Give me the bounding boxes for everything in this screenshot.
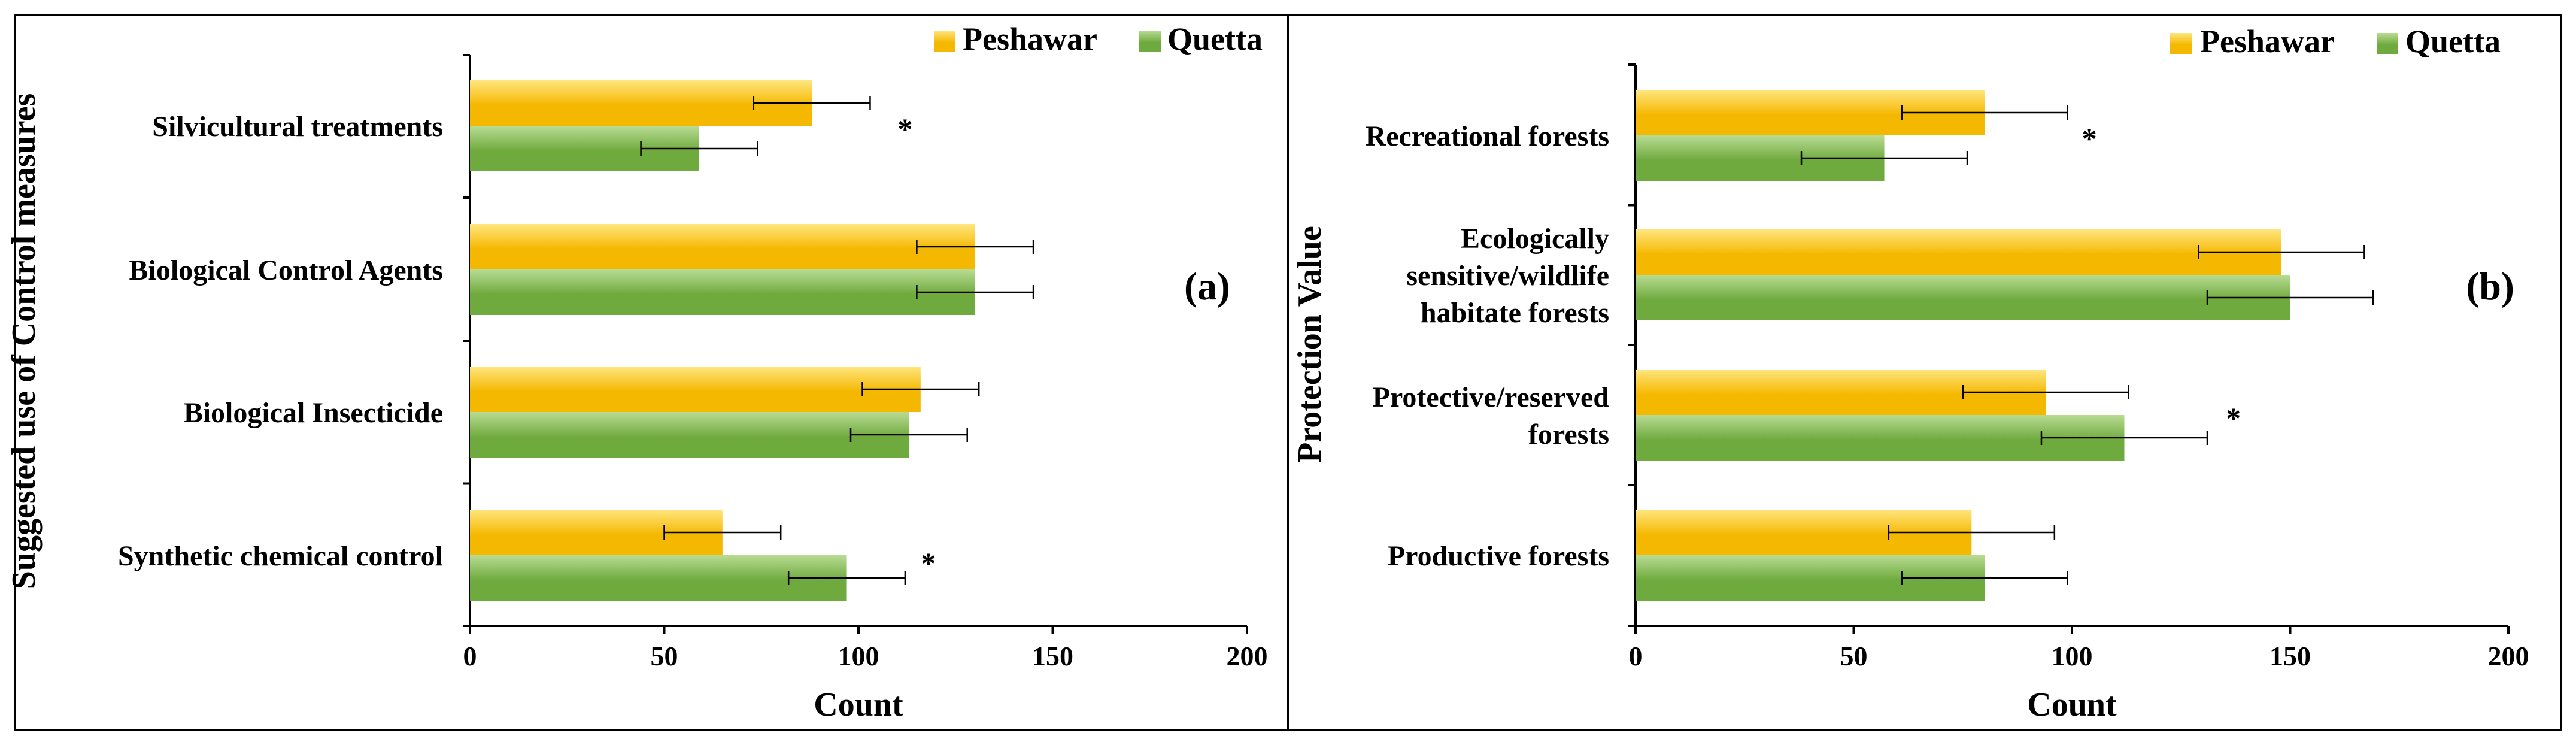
category-label: Recreational forests [1366, 120, 1609, 152]
y-axis-title: Protection Value [1291, 226, 1328, 463]
legend-quetta-label: Quetta [1167, 21, 1263, 57]
x-axis-title: Count [814, 686, 903, 723]
panel-label: (b) [2466, 265, 2514, 308]
legend-peshawar-label: Peshawar [963, 21, 1097, 57]
bar-quetta [470, 412, 909, 458]
x-tick-label: 100 [838, 641, 879, 671]
category-label: sensitive/wildlife [1406, 260, 1609, 292]
panel-a-chart: 0 50 100 150 200 Count Suggested use of Contro… [5, 21, 1268, 723]
category-label: Productive forests [1388, 540, 1609, 572]
x-tick-label: 200 [1227, 641, 1268, 671]
category-label: Biological Insecticide [184, 397, 443, 429]
x-tick-label: 150 [2269, 641, 2311, 671]
bar-quetta [1636, 275, 2290, 320]
bar-peshawar [470, 224, 975, 269]
x-tick-label: 0 [463, 641, 477, 671]
x-tick-label: 0 [1629, 641, 1643, 671]
x-axis-title: Count [2027, 686, 2117, 723]
bar-peshawar [1636, 229, 2281, 275]
legend-peshawar-swatch [2170, 33, 2192, 54]
y-axis-title: Suggested use of Control measures [5, 93, 43, 590]
legend-quetta-swatch [1139, 31, 1161, 52]
legend-peshawar-label: Peshawar [2200, 23, 2335, 59]
category-label: Silvicultural treatments [152, 111, 443, 143]
bar-peshawar [470, 367, 921, 412]
category-label: Ecologically [1461, 223, 1609, 255]
legend-peshawar-swatch [934, 31, 955, 52]
category-label: Synthetic chemical control [118, 540, 443, 572]
bar-quetta [470, 555, 847, 601]
category-label: Biological Control Agents [129, 255, 443, 286]
category-label: Protective/reserved [1373, 381, 1610, 413]
x-tick-label: 50 [651, 641, 678, 671]
significance-marker: * [921, 546, 936, 580]
significance-marker: * [897, 112, 912, 146]
significance-marker: * [2082, 122, 2097, 155]
legend-quetta-swatch [2377, 33, 2398, 54]
category-label: forests [1528, 419, 1609, 450]
x-tick-label: 50 [1840, 641, 1868, 671]
panel-b-chart: 0 50 100 150 200 Count Protection Value (b) Pesh… [1291, 23, 2529, 723]
panel-label: (a) [1184, 265, 1230, 308]
x-tick-label: 100 [2052, 641, 2093, 671]
bar-quetta [470, 269, 975, 315]
x-tick-label: 200 [2488, 641, 2529, 671]
legend-quetta-label: Quetta [2405, 23, 2501, 59]
x-tick-label: 150 [1032, 641, 1073, 671]
significance-marker: * [2226, 401, 2241, 435]
category-label: habitate forests [1421, 297, 1609, 329]
